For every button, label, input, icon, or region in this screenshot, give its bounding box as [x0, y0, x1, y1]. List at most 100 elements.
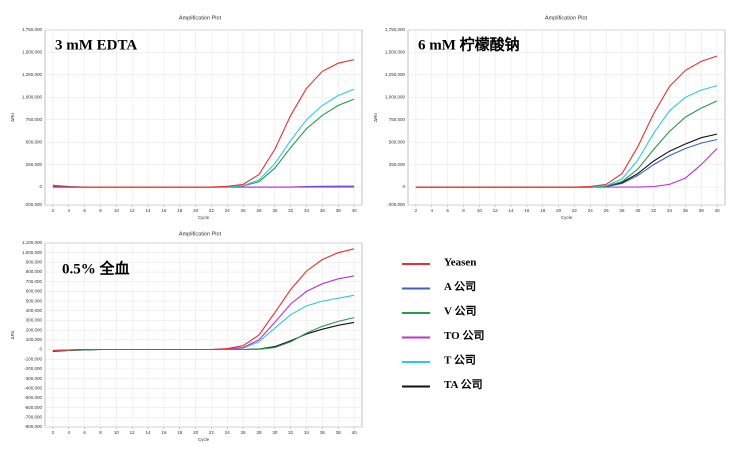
x-tick-label: 24 — [225, 430, 231, 435]
y-tick-label: -400,000 — [24, 385, 42, 390]
y-tick-label: -200,000 — [387, 202, 405, 207]
x-tick-label: 18 — [540, 208, 546, 213]
y-tick-label: 0 — [39, 184, 42, 189]
y-tick-label: 250,000 — [389, 162, 406, 167]
x-tick-label: 38 — [699, 208, 705, 213]
x-tick-label: 6 — [83, 208, 86, 213]
y-tick-label: -200,000 — [24, 366, 42, 371]
x-tick-label: 16 — [161, 430, 167, 435]
y-tick-label: 500,000 — [389, 139, 406, 144]
y-tick-label: 0 — [402, 184, 405, 189]
y-tick-label: -500,000 — [24, 395, 42, 400]
x-tick-label: 6 — [446, 208, 449, 213]
x-tick-label: 10 — [477, 208, 483, 213]
x-tick-label: 30 — [272, 430, 278, 435]
y-axis-label: ΔRn — [373, 113, 378, 122]
y-tick-label: 800,000 — [26, 269, 43, 274]
x-tick-label: 36 — [320, 208, 326, 213]
y-tick-label: -200,000 — [24, 202, 42, 207]
x-tick-label: 10 — [114, 430, 120, 435]
x-axis-label: Cycle — [198, 437, 210, 442]
y-tick-label: 200,000 — [26, 327, 43, 332]
x-tick-label: 16 — [161, 208, 167, 213]
plot-area — [407, 29, 726, 206]
y-tick-label: 1,500,000 — [385, 50, 406, 55]
y-axis-label: ΔRn — [10, 330, 15, 339]
x-tick-label: 28 — [619, 208, 625, 213]
x-tick-label: 30 — [272, 208, 278, 213]
x-tick-label: 32 — [288, 208, 294, 213]
y-tick-label: 400,000 — [26, 308, 43, 313]
x-tick-label: 18 — [177, 430, 183, 435]
y-tick-label: 700,000 — [26, 279, 43, 284]
y-tick-label: 1,250,000 — [385, 72, 406, 77]
x-tick-label: 12 — [130, 430, 136, 435]
x-tick-label: 20 — [193, 208, 199, 213]
y-tick-label: -100,000 — [24, 356, 42, 361]
x-tick-label: 16 — [524, 208, 530, 213]
x-tick-label: 4 — [68, 208, 71, 213]
x-tick-label: 2 — [52, 430, 55, 435]
legend-label: TO 公司 — [444, 329, 484, 342]
x-tick-label: 30 — [635, 208, 641, 213]
x-tick-label: 26 — [241, 430, 247, 435]
y-tick-label: 900,000 — [26, 260, 43, 265]
y-tick-label: -700,000 — [24, 415, 42, 420]
x-tick-label: 4 — [68, 430, 71, 435]
y-tick-label: 1,100,000 — [22, 240, 43, 245]
x-tick-label: 10 — [114, 208, 120, 213]
legend-label: TA 公司 — [444, 378, 483, 391]
series-line — [52, 248, 355, 352]
y-tick-label: 750,000 — [389, 117, 406, 122]
chart-title: Amplification Plot — [179, 15, 222, 21]
x-tick-label: 4 — [431, 208, 434, 213]
x-tick-label: 8 — [99, 430, 102, 435]
y-tick-label: 1,250,000 — [22, 72, 43, 77]
x-tick-label: 6 — [83, 430, 86, 435]
y-tick-label: 1,750,000 — [385, 27, 406, 32]
y-tick-label: 0 — [39, 347, 42, 352]
legend-label: T 公司 — [444, 354, 476, 367]
x-tick-label: 18 — [177, 208, 183, 213]
x-tick-label: 26 — [604, 208, 610, 213]
y-tick-label: 1,000,000 — [22, 94, 43, 99]
y-tick-label: -300,000 — [24, 376, 42, 381]
chart-title: Amplification Plot — [179, 231, 222, 237]
x-tick-label: 34 — [667, 208, 673, 213]
x-tick-label: 32 — [288, 430, 294, 435]
x-tick-label: 38 — [336, 208, 342, 213]
x-tick-label: 12 — [493, 208, 499, 213]
y-tick-label: 500,000 — [26, 139, 43, 144]
x-tick-label: 8 — [462, 208, 465, 213]
y-tick-label: 300,000 — [26, 318, 43, 323]
x-tick-label: 36 — [683, 208, 689, 213]
x-tick-label: 32 — [651, 208, 657, 213]
plot-area — [44, 29, 363, 206]
y-axis-label: ΔRn — [10, 113, 15, 122]
x-tick-label: 12 — [130, 208, 136, 213]
y-tick-label: 1,000,000 — [385, 94, 406, 99]
annotation: 6 mM 柠檬酸钠 — [418, 35, 520, 53]
legend-label: V 公司 — [444, 305, 477, 318]
legend-label: A 公司 — [444, 280, 476, 293]
y-tick-label: 600,000 — [26, 289, 43, 294]
annotation: 0.5% 全血 — [62, 259, 130, 277]
x-tick-label: 8 — [99, 208, 102, 213]
chart-title: Amplification Plot — [545, 15, 588, 21]
y-tick-label: 100,000 — [26, 337, 43, 342]
y-tick-label: 500,000 — [26, 298, 43, 303]
y-tick-label: -800,000 — [24, 424, 42, 429]
x-tick-label: 26 — [241, 208, 247, 213]
x-tick-label: 14 — [146, 430, 152, 435]
x-tick-label: 24 — [225, 208, 231, 213]
y-tick-label: 1,750,000 — [22, 27, 43, 32]
x-tick-label: 40 — [352, 208, 358, 213]
x-tick-label: 40 — [352, 430, 358, 435]
y-tick-label: 1,500,000 — [22, 50, 43, 55]
x-tick-label: 38 — [336, 430, 342, 435]
y-tick-label: 250,000 — [26, 162, 43, 167]
plot-area — [44, 242, 363, 428]
x-tick-label: 2 — [415, 208, 418, 213]
x-tick-label: 22 — [209, 208, 215, 213]
x-tick-label: 22 — [572, 208, 578, 213]
